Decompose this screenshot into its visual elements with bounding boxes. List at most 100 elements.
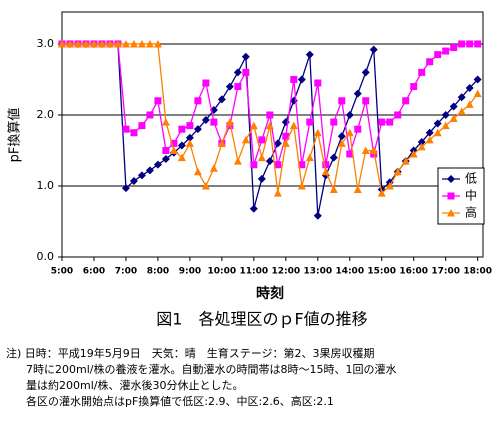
legend-label: 高	[465, 205, 477, 220]
marker	[258, 136, 266, 144]
marker	[210, 118, 218, 126]
legend-label: 低	[465, 172, 477, 186]
x-tick-label: 7:00	[115, 267, 137, 277]
marker	[113, 39, 122, 48]
legend-marker	[447, 192, 455, 200]
marker	[305, 153, 314, 162]
marker	[402, 97, 410, 105]
marker	[346, 150, 354, 158]
marker	[89, 39, 98, 48]
marker	[370, 150, 378, 158]
x-tick-label: 11:00	[240, 267, 269, 277]
marker	[289, 121, 298, 130]
marker	[170, 139, 178, 147]
x-tick-label: 5:00	[51, 267, 73, 277]
note: 各区の灌水開始点はpF換算値で低区:2.9、中区:2.6、高区:2.1	[26, 395, 334, 408]
marker	[249, 204, 258, 213]
marker	[81, 39, 90, 48]
marker	[466, 40, 474, 48]
marker	[129, 177, 138, 186]
marker	[298, 161, 306, 169]
marker	[322, 161, 330, 169]
x-axis-label: 時刻	[256, 285, 284, 302]
marker	[201, 115, 210, 124]
marker	[153, 160, 162, 169]
marker	[297, 75, 306, 84]
marker	[209, 164, 218, 172]
marker	[426, 58, 434, 66]
marker	[385, 181, 394, 190]
marker	[433, 128, 442, 137]
marker	[241, 135, 250, 144]
marker	[194, 97, 202, 105]
marker	[146, 111, 154, 119]
marker	[257, 153, 266, 162]
marker	[226, 122, 234, 130]
marker	[225, 118, 234, 126]
marker	[138, 122, 146, 130]
marker	[242, 68, 250, 76]
marker	[65, 39, 74, 48]
marker	[290, 75, 298, 83]
y-tick-label: 0.0	[37, 250, 55, 263]
marker	[362, 97, 370, 105]
marker	[386, 118, 394, 126]
marker	[473, 75, 482, 84]
x-tick-label: 10:00	[208, 267, 237, 277]
marker	[154, 97, 162, 105]
marker	[257, 174, 266, 183]
marker	[169, 146, 178, 154]
marker	[217, 95, 226, 104]
marker	[130, 129, 138, 137]
marker	[345, 110, 354, 119]
chart: pF換算値 時刻 図1 各処理区のｐF値の推移 0.0 1.0 2.0 3.0 5:00…	[7, 11, 492, 329]
marker	[401, 157, 410, 165]
x-tick-label: 17:00	[431, 267, 460, 277]
marker	[329, 153, 338, 162]
y-tick-label: 1.0	[37, 179, 55, 192]
marker	[393, 167, 402, 176]
marker	[473, 89, 482, 98]
marker	[369, 146, 378, 154]
marker	[305, 50, 314, 59]
legend-marker	[447, 209, 455, 217]
marker	[265, 121, 274, 130]
marker	[449, 114, 458, 123]
marker	[369, 45, 378, 54]
marker	[458, 40, 466, 48]
marker	[178, 125, 186, 133]
marker	[177, 153, 186, 162]
marker	[97, 39, 106, 48]
marker	[58, 39, 66, 48]
marker	[465, 83, 474, 92]
x-tick-label: 8:00	[147, 267, 169, 277]
marker	[161, 155, 170, 163]
marker	[313, 128, 322, 137]
marker	[361, 146, 370, 154]
marker	[241, 52, 250, 61]
marker	[337, 132, 346, 141]
marker	[233, 68, 242, 77]
marker	[121, 39, 130, 48]
note: 量は約200ml/株、灌水後30分休止とした。	[26, 379, 244, 392]
marker	[441, 121, 450, 130]
x-tick-label: 16:00	[399, 267, 428, 277]
x-tick-label: 6:00	[83, 267, 105, 277]
marker	[105, 39, 114, 48]
marker	[273, 139, 282, 148]
marker	[465, 100, 474, 108]
marker	[193, 125, 202, 134]
x-tick-label: 15:00	[367, 267, 396, 277]
marker	[297, 181, 306, 190]
x-tick-label: 18:00	[463, 267, 492, 277]
marker	[425, 128, 434, 137]
legend-box	[437, 167, 485, 225]
marker	[353, 89, 362, 98]
marker	[129, 39, 138, 48]
marker	[265, 157, 274, 166]
marker	[450, 44, 458, 52]
marker	[145, 39, 154, 48]
marker	[313, 211, 322, 220]
marker	[121, 184, 130, 193]
